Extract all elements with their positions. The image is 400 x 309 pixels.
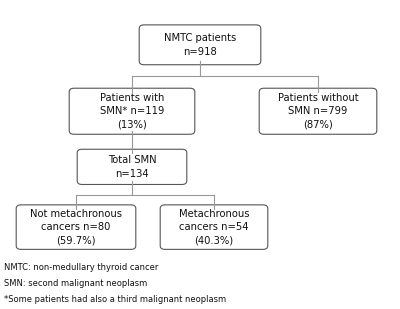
Text: Metachronous
cancers n=54
(40.3%): Metachronous cancers n=54 (40.3%) [179, 209, 249, 246]
FancyBboxPatch shape [16, 205, 136, 249]
Text: NMTC: non-medullary thyroid cancer: NMTC: non-medullary thyroid cancer [4, 263, 158, 272]
Text: NMTC patients
n=918: NMTC patients n=918 [164, 33, 236, 57]
FancyBboxPatch shape [259, 88, 377, 134]
Text: SMN: second malignant neoplasm: SMN: second malignant neoplasm [4, 279, 147, 288]
FancyBboxPatch shape [160, 205, 268, 249]
Text: Not metachronous
cancers n=80
(59.7%): Not metachronous cancers n=80 (59.7%) [30, 209, 122, 246]
FancyBboxPatch shape [139, 25, 261, 65]
Text: Patients without
SMN n=799
(87%): Patients without SMN n=799 (87%) [278, 93, 358, 130]
FancyBboxPatch shape [77, 149, 187, 184]
FancyBboxPatch shape [69, 88, 195, 134]
Text: Patients with
SMN* n=119
(13%): Patients with SMN* n=119 (13%) [100, 93, 164, 130]
Text: Total SMN
n=134: Total SMN n=134 [108, 155, 156, 179]
Text: *Some patients had also a third malignant neoplasm: *Some patients had also a third malignan… [4, 295, 226, 304]
